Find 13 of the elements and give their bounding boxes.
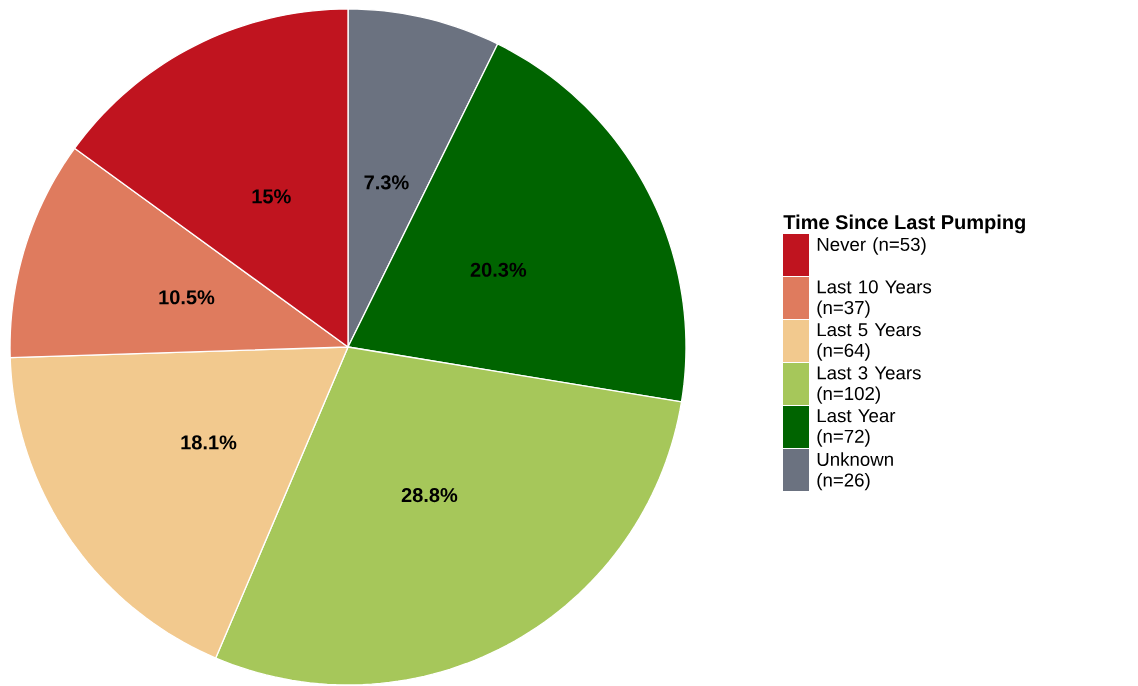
data-label: 7.3% bbox=[364, 175, 409, 190]
legend-title: Time Since Last Pumping bbox=[783, 214, 1025, 234]
data-label: 20.3% bbox=[470, 262, 527, 278]
legend-label: Last 3 Years (n=102) bbox=[817, 366, 921, 404]
legend-label: Last 5 Years (n=64) bbox=[817, 323, 921, 361]
legend-label: Never (n=53) bbox=[817, 237, 926, 255]
data-label: 10.5% bbox=[159, 290, 215, 305]
legend-label: Unknown (n=26) bbox=[817, 452, 893, 491]
data-label: 15% bbox=[252, 189, 291, 204]
legend-label: Last Year (n=72) bbox=[817, 409, 896, 447]
data-label: 18.1% bbox=[181, 435, 237, 450]
data-label: 28.8% bbox=[401, 488, 458, 503]
legend-label: Last 10 Years (n=37) bbox=[817, 280, 932, 318]
